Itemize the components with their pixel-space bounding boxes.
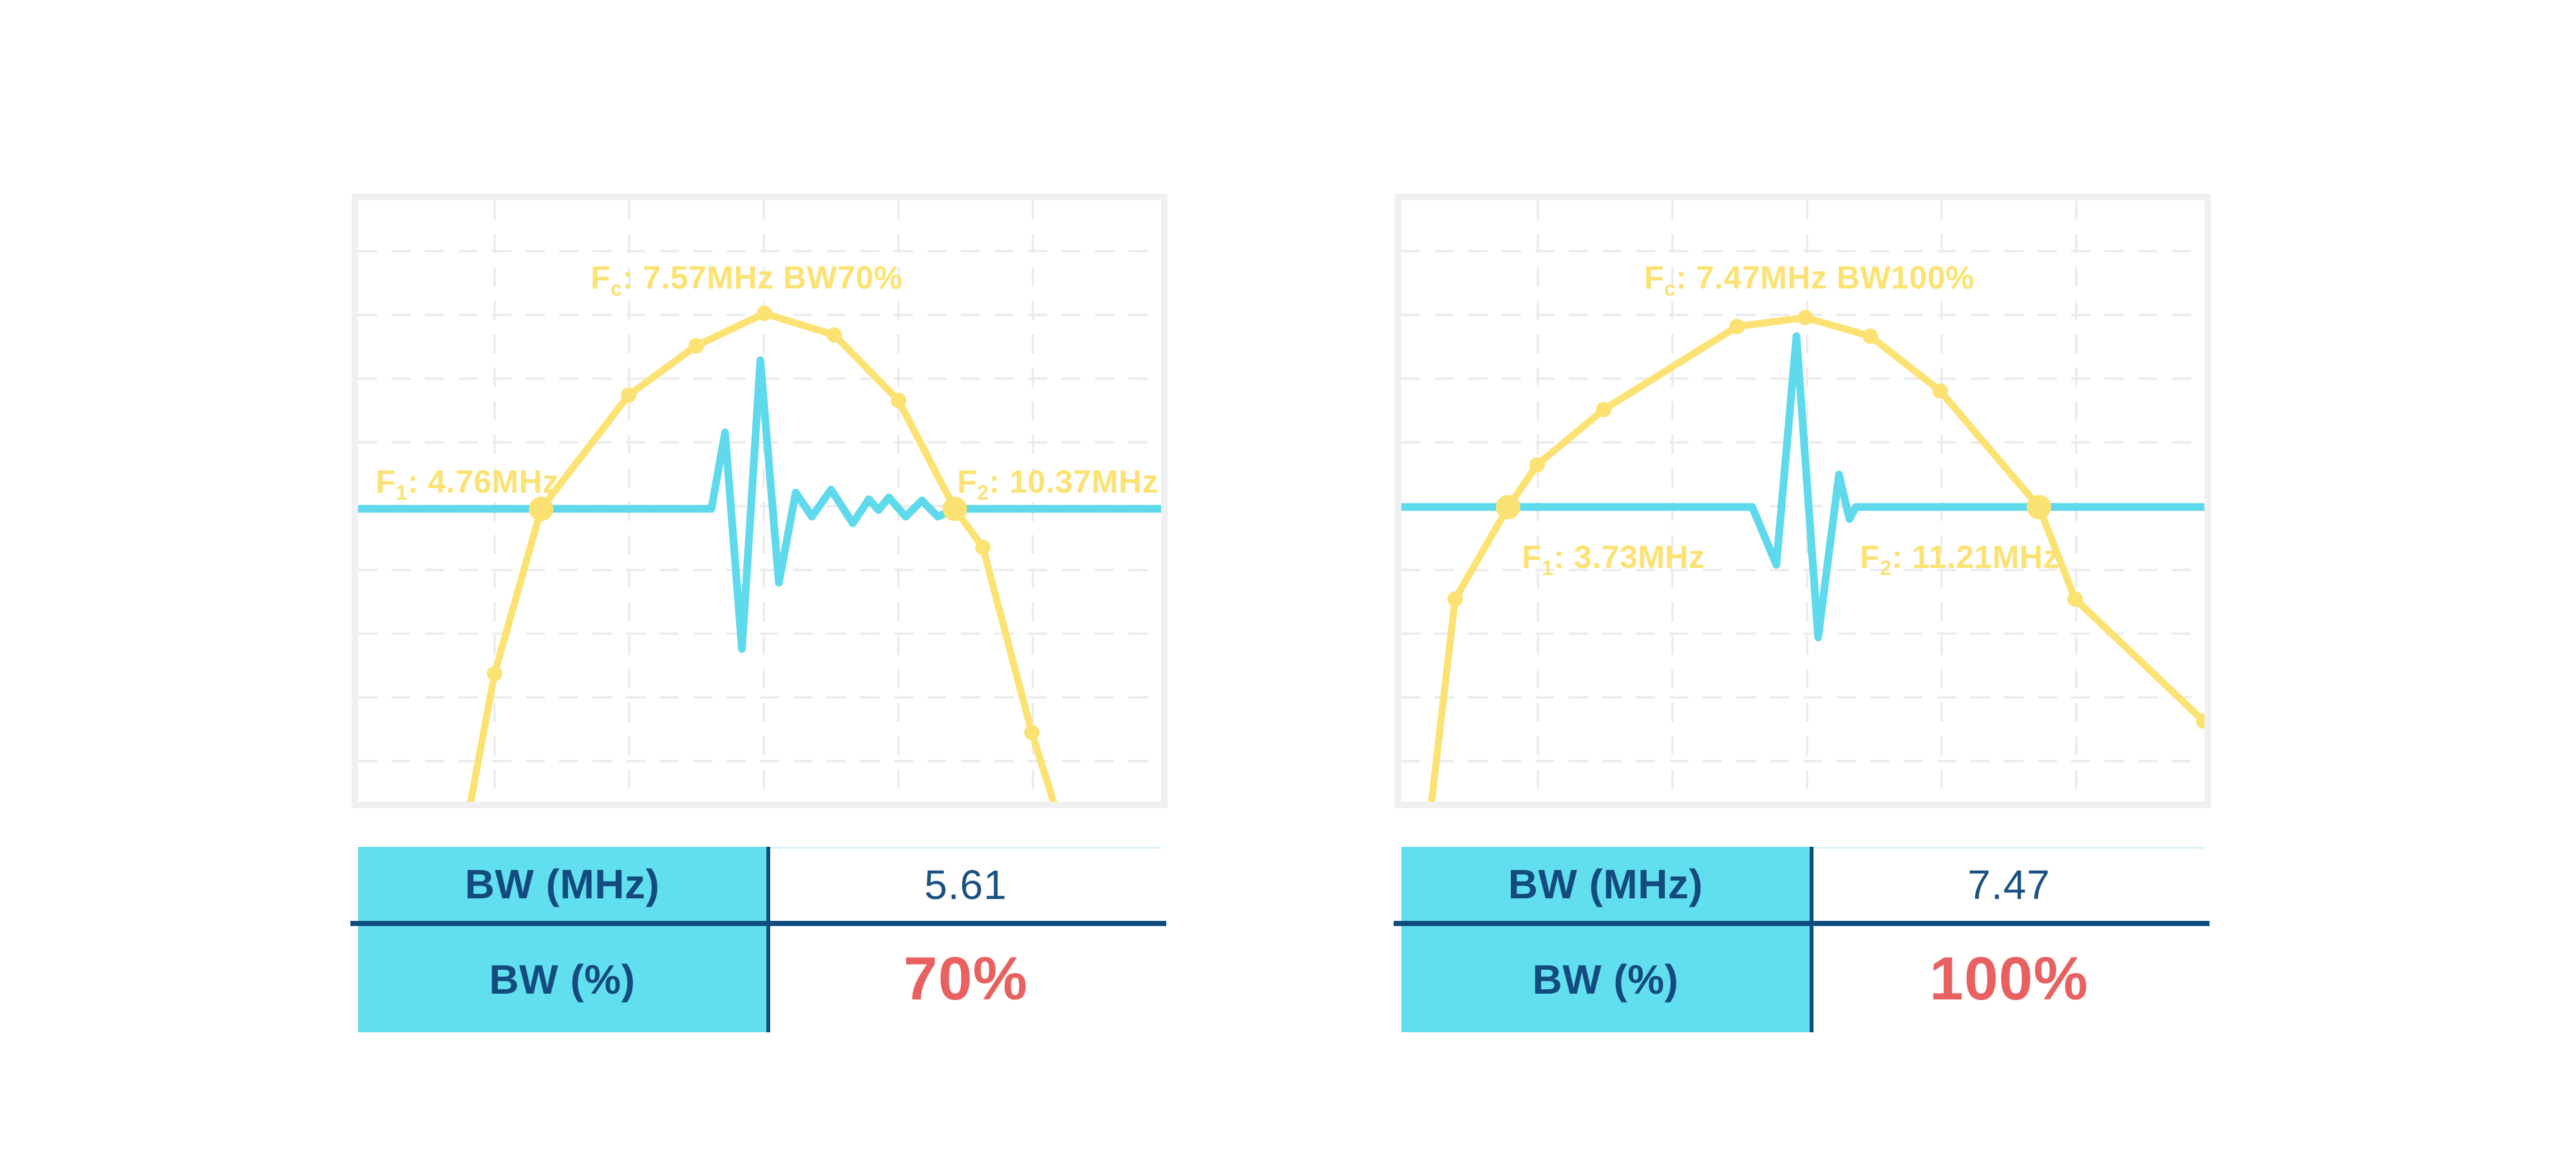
- fc-text: : 7.47MHz BW100%: [1676, 260, 1975, 296]
- f2-frequency-label: F2: 11.21MHz: [1860, 538, 2060, 578]
- spectrum-chart-bw100: [1401, 200, 2204, 802]
- f1-text: : 3.73MHz: [1553, 538, 1705, 575]
- bw-percent-value-cell: 70%: [770, 926, 1161, 1032]
- f2-prefix: F: [1860, 538, 1880, 575]
- fc-prefix: F: [1643, 260, 1664, 296]
- bw-percent-value-cell: 100%: [1814, 926, 2204, 1032]
- spectrum-chart-bw70: [358, 200, 1161, 802]
- f1-frequency-label: F1: 4.76MHz: [375, 464, 559, 503]
- f1-subscript: 1: [395, 480, 408, 504]
- bw-mhz-value: 5.61: [924, 862, 1007, 908]
- bw-mhz-value-cell: 7.47: [1814, 847, 2204, 921]
- f2-text: : 10.37MHz: [989, 464, 1159, 500]
- bw-mhz-value-cell: 5.61: [770, 847, 1161, 921]
- f1-prefix: F: [1522, 538, 1542, 575]
- table-row-divider: [350, 921, 1166, 926]
- fc-prefix: F: [591, 260, 611, 296]
- bw-mhz-label-cell: BW (MHz): [1401, 847, 1814, 921]
- fc-subscript: c: [611, 277, 623, 301]
- bandwidth-table-bw70: BW (MHz) 5.61 BW (%) 70%: [350, 847, 1166, 1032]
- bw-percent-label-cell: BW (%): [358, 926, 770, 1032]
- center-frequency-label: Fc: 7.57MHz BW70%: [591, 260, 903, 299]
- f1-text: : 4.76MHz: [407, 464, 559, 500]
- spectrum-plot-bw100: Fc: 7.47MHz BW100% F1: 3.73MHz F2: 11.21…: [1395, 194, 2211, 808]
- spectrum-plot-bw70: Fc: 7.57MHz BW70% F1: 4.76MHz F2: 10.37M…: [352, 194, 1168, 808]
- table-row: BW (%) 70%: [358, 926, 1161, 1032]
- bw-percent-value: 70%: [903, 945, 1028, 1013]
- f1-prefix: F: [375, 464, 396, 500]
- bw-mhz-value: 7.47: [1967, 862, 2050, 908]
- table-row: BW (MHz) 7.47: [1401, 847, 2204, 921]
- f2-frequency-label: F2: 10.37MHz: [957, 464, 1159, 503]
- bw-mhz-label-cell: BW (MHz): [358, 847, 770, 921]
- f2-text: : 11.21MHz: [1891, 538, 2060, 575]
- f2-subscript: 2: [977, 480, 989, 504]
- bandwidth-table-bw100: BW (MHz) 7.47 BW (%) 100%: [1394, 847, 2210, 1032]
- bw-percent-label-cell: BW (%): [1401, 926, 1814, 1032]
- fc-text: : 7.57MHz BW70%: [622, 260, 903, 296]
- bw-percent-value: 100%: [1929, 945, 2088, 1013]
- f2-subscript: 2: [1880, 556, 1892, 580]
- center-frequency-label: Fc: 7.47MHz BW100%: [1643, 260, 1975, 299]
- f1-subscript: 1: [1542, 556, 1554, 580]
- table-row: BW (MHz) 5.61: [358, 847, 1161, 921]
- f1-frequency-label: F1: 3.73MHz: [1522, 538, 1705, 578]
- table-row: BW (%) 100%: [1401, 926, 2204, 1032]
- fc-subscript: c: [1663, 277, 1676, 301]
- table-row-divider: [1394, 921, 2210, 926]
- f2-prefix: F: [957, 464, 978, 500]
